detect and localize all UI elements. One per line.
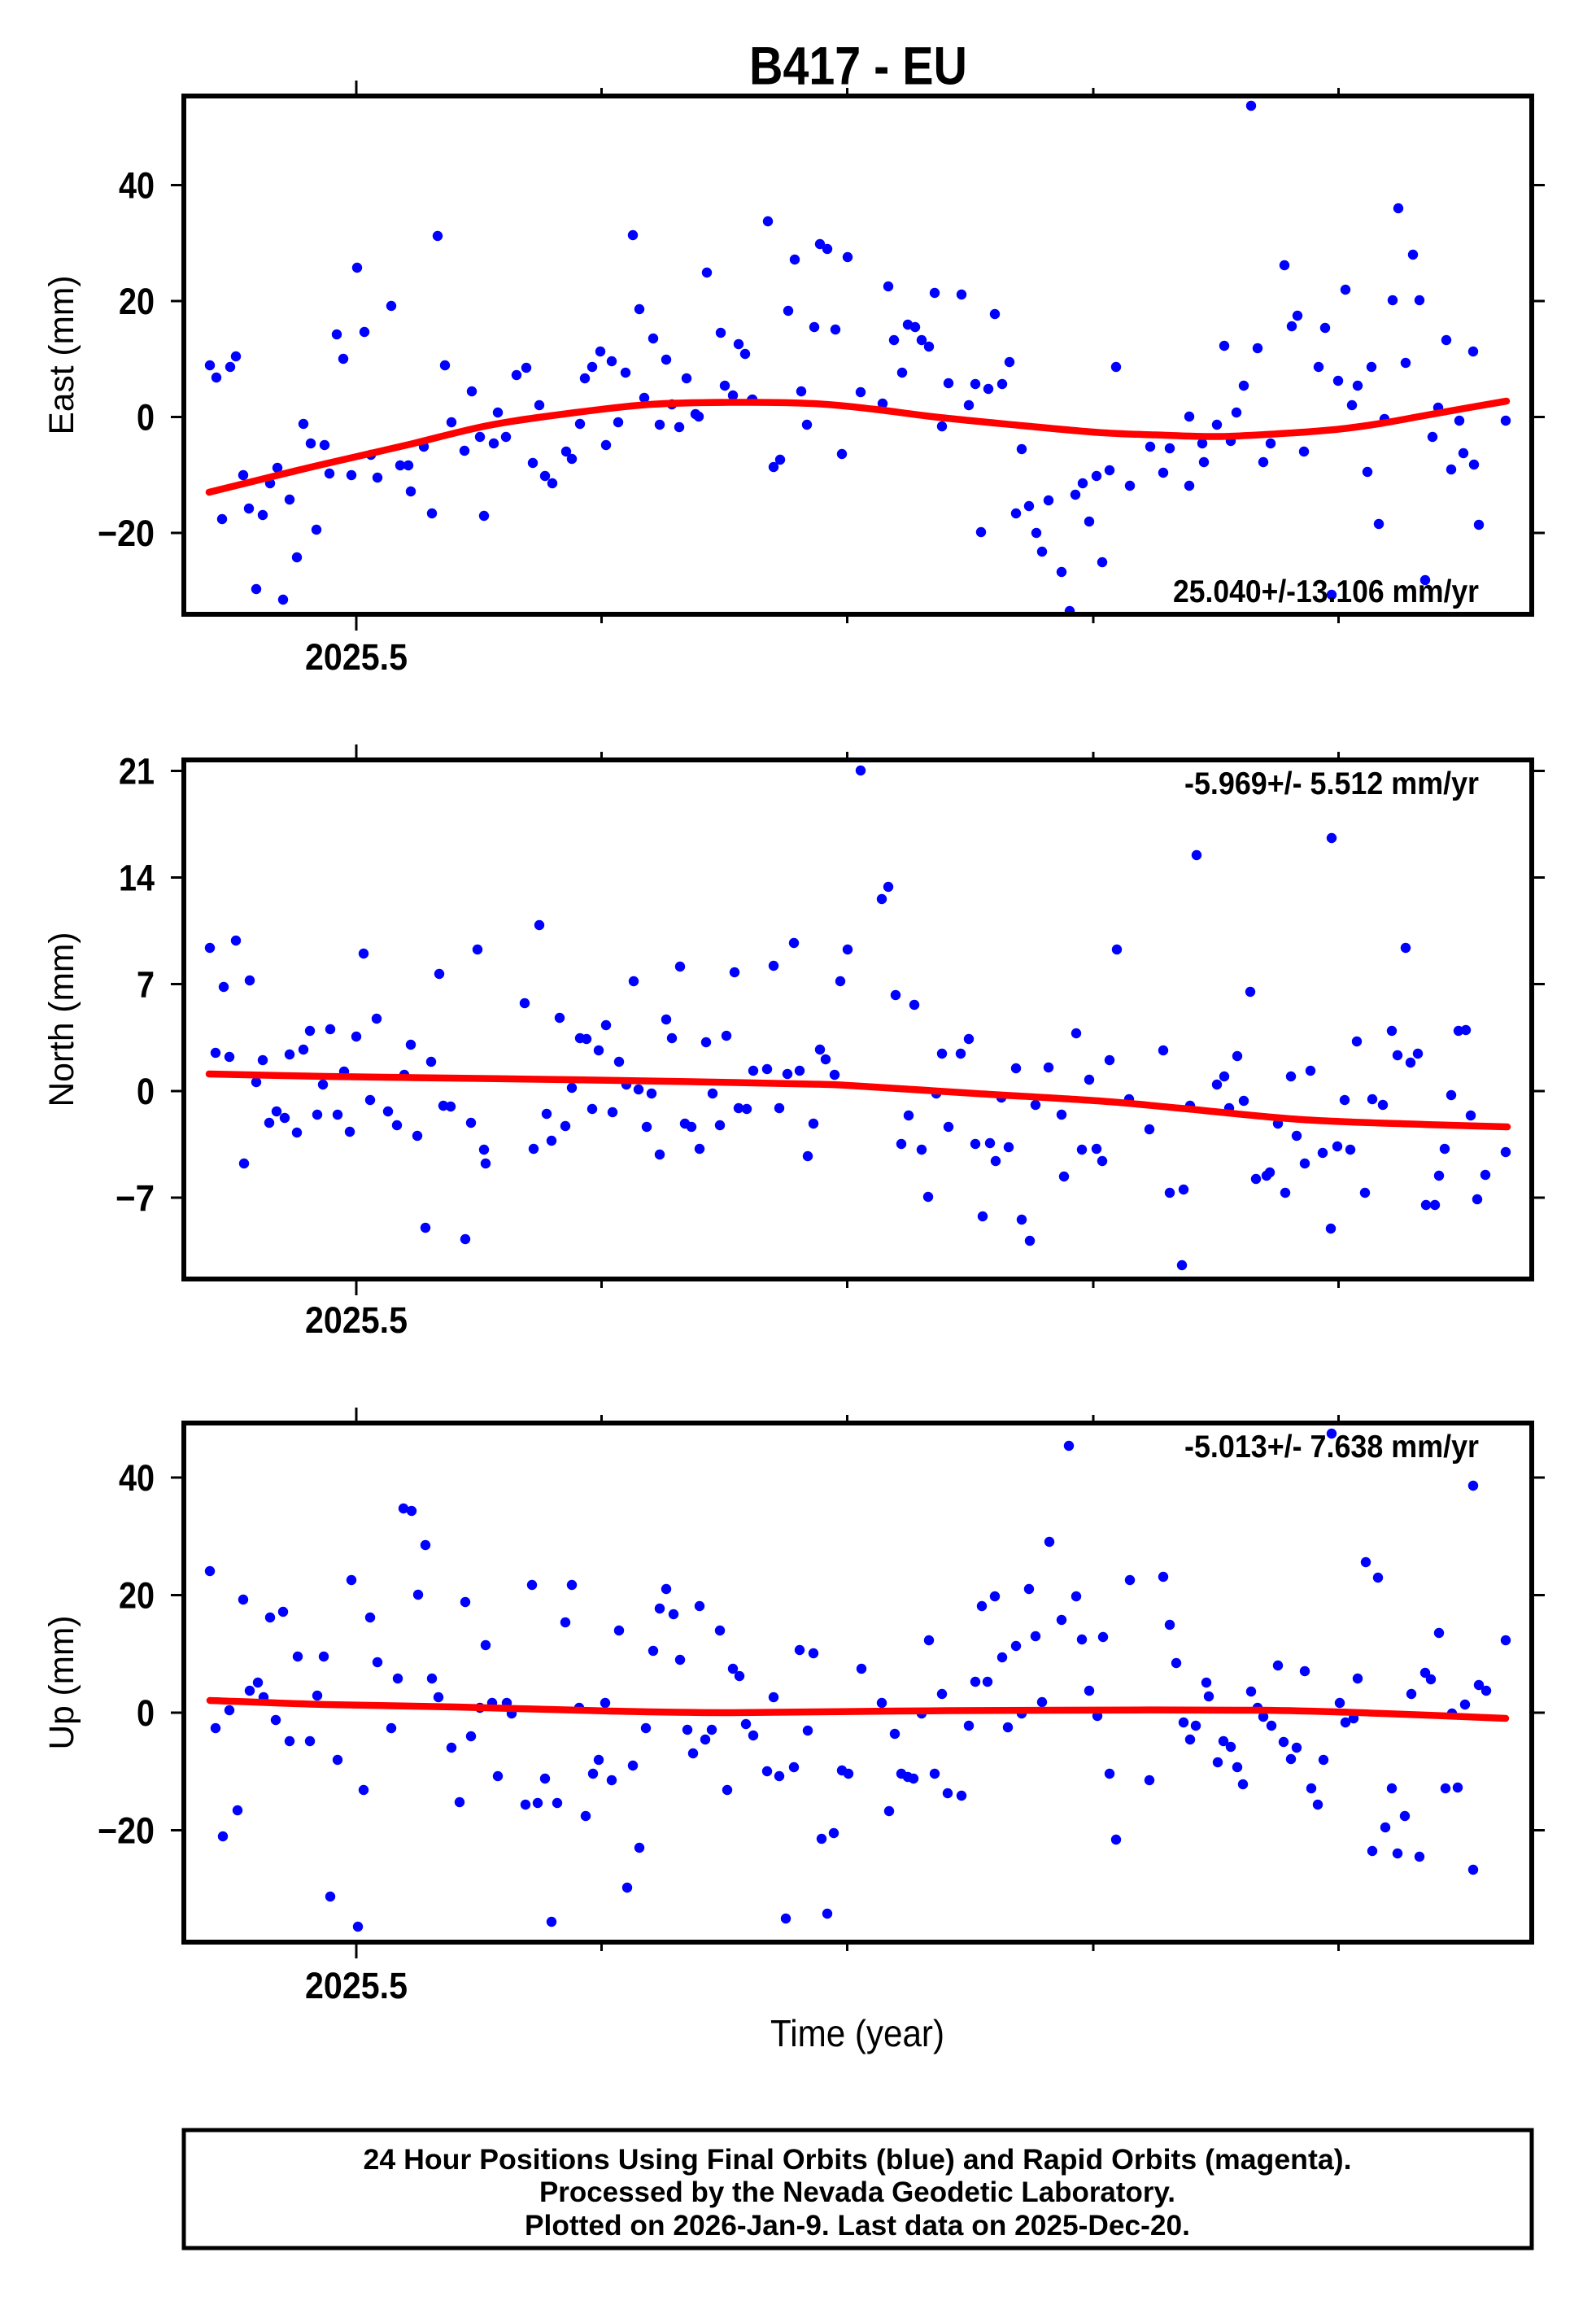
svg-text:Processed by the Nevada Geodet: Processed by the Nevada Geodetic Laborat… [539,2176,1175,2208]
svg-text:24 Hour Positions Using Final: 24 Hour Positions Using Final Orbits (bl… [364,2144,1352,2176]
svg-text:-5.969+/- 5.512 mm/yr: -5.969+/- 5.512 mm/yr [1184,766,1479,801]
svg-text:0: 0 [137,397,155,439]
svg-text:East (mm): East (mm) [43,276,81,435]
svg-text:20: 20 [119,1575,155,1617]
svg-text:2025.5: 2025.5 [305,636,408,678]
svg-text:25.040+/-13.106 mm/yr: 25.040+/-13.106 mm/yr [1173,574,1479,609]
svg-text:0: 0 [137,1692,155,1734]
svg-text:−20: −20 [98,1810,155,1852]
svg-text:-5.013+/- 7.638 mm/yr: -5.013+/- 7.638 mm/yr [1184,1430,1479,1465]
svg-text:−7: −7 [116,1177,155,1219]
svg-text:14: 14 [119,858,155,899]
svg-text:Plotted on 2026-Jan-9. Last da: Plotted on 2026-Jan-9. Last data on 2025… [525,2210,1190,2242]
svg-text:North (mm): North (mm) [43,932,81,1107]
svg-text:40: 40 [119,165,155,207]
svg-text:20: 20 [119,281,155,322]
svg-text:B417 - EU: B417 - EU [749,36,967,96]
svg-text:Up (mm): Up (mm) [43,1616,81,1750]
svg-text:40: 40 [119,1457,155,1499]
svg-text:2025.5: 2025.5 [305,1299,408,1341]
svg-text:−20: −20 [98,513,155,554]
svg-text:21: 21 [119,751,155,792]
svg-text:2025.5: 2025.5 [305,1965,408,2006]
svg-text:0: 0 [137,1071,155,1112]
svg-text:Time (year): Time (year) [770,2012,944,2054]
svg-text:7: 7 [137,964,155,1006]
